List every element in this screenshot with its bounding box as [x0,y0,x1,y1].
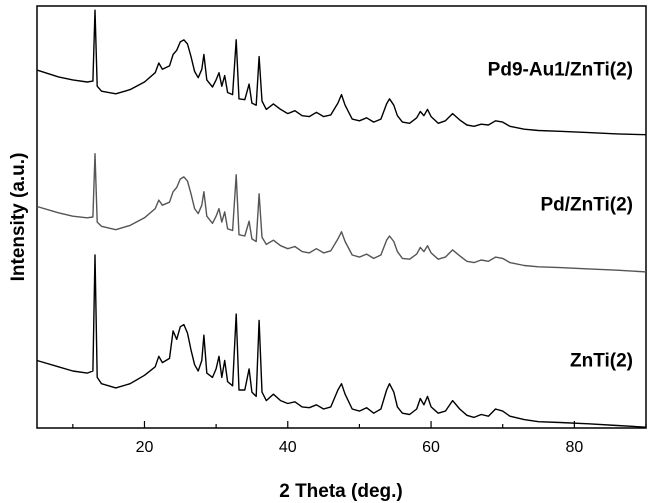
series-labels: Pd9-Au1/ZnTi(2) Pd/ZnTi(2) ZnTi(2) [488,59,633,371]
curves [36,9,647,428]
series-label-2: ZnTi(2) [570,350,633,371]
x-tick-label: 60 [422,439,440,456]
x-axis: 20 40 60 80 [72,421,647,456]
y-axis-title: Intensity (a.u.) [8,153,29,282]
x-tick-label: 20 [136,439,154,456]
x-tick-label: 80 [565,439,583,456]
series-label-0: Pd9-Au1/ZnTi(2) [488,59,633,80]
series-line-2 [36,254,647,428]
x-tick-label: 40 [279,439,297,456]
series-label-1: Pd/ZnTi(2) [540,194,633,215]
series-line-0 [36,9,647,136]
series-line-1 [36,153,647,273]
x-axis-title: 2 Theta (deg.) [279,481,403,502]
plot-frame [36,5,647,429]
